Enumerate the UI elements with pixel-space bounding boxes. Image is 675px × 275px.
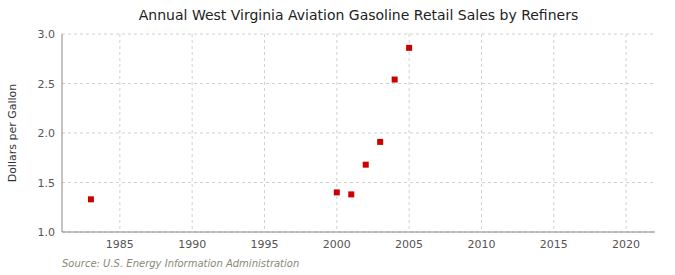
grid-line <box>62 34 655 35</box>
grid-line <box>481 34 482 232</box>
source-note: Source: U.S. Energy Information Administ… <box>62 258 299 269</box>
point <box>392 77 398 83</box>
grid <box>62 34 655 232</box>
tick-label: 2010 <box>467 238 495 251</box>
tick-label: 3.0 <box>38 28 56 41</box>
tick-label: 2015 <box>540 238 568 251</box>
points <box>88 45 412 202</box>
grid-line <box>62 232 655 233</box>
axes: 1.0 1.5 2.0 2.5 3.0 1985 1990 1995 2000 2005 2010 2… <box>38 28 656 251</box>
grid-line <box>626 34 627 232</box>
point <box>363 162 369 168</box>
point <box>348 191 354 197</box>
tick-label: 1990 <box>178 238 206 251</box>
y-axis-label: Dollars per Gallon <box>6 84 19 183</box>
tick-label: 2005 <box>395 238 423 251</box>
grid-line <box>409 34 410 232</box>
x-axis <box>62 232 655 233</box>
tick-label: 1.5 <box>38 177 56 190</box>
point <box>406 45 412 51</box>
y-axis <box>62 34 63 232</box>
tick-label: 1985 <box>106 238 134 251</box>
tick-label: 2000 <box>323 238 351 251</box>
tick-label: 1.0 <box>38 226 56 239</box>
title: Annual West Virginia Aviation Gasoline R… <box>139 7 578 23</box>
chart: Annual West Virginia Aviation Gasoline R… <box>0 0 675 275</box>
grid-line <box>119 34 120 232</box>
tick-label: 2020 <box>612 238 640 251</box>
tick-label: 1995 <box>250 238 278 251</box>
grid-line <box>62 83 655 84</box>
tick-label: 2.5 <box>38 78 56 91</box>
grid-line <box>264 34 265 232</box>
grid-line <box>62 133 655 134</box>
tick-label: 2.0 <box>38 127 56 140</box>
grid-line <box>62 182 655 183</box>
grid-line <box>336 34 337 232</box>
grid-line <box>553 34 554 232</box>
point <box>88 196 94 202</box>
point <box>334 189 340 195</box>
point <box>377 139 383 145</box>
grid-line <box>192 34 193 232</box>
